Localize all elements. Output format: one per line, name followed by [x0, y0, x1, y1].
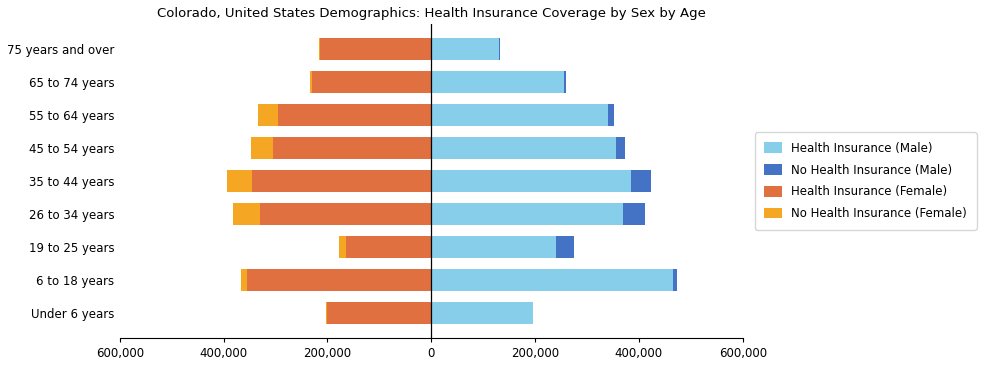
Bar	[260, 203, 431, 225]
Bar	[563, 71, 565, 92]
Bar	[252, 170, 431, 192]
Bar	[631, 170, 651, 192]
Bar	[233, 203, 260, 225]
Bar	[431, 71, 563, 92]
Bar	[346, 236, 431, 258]
Bar	[431, 236, 556, 258]
Bar	[673, 269, 677, 291]
Bar	[319, 38, 320, 59]
Bar	[624, 203, 645, 225]
Bar	[258, 104, 278, 126]
Bar	[431, 203, 624, 225]
Bar	[310, 71, 312, 92]
Bar	[431, 170, 631, 192]
Legend: Health Insurance (Male), No Health Insurance (Male), Health Insurance (Female), : Health Insurance (Male), No Health Insur…	[755, 132, 977, 230]
Bar	[608, 104, 614, 126]
Bar	[247, 269, 431, 291]
Bar	[616, 137, 624, 159]
Bar	[278, 104, 431, 126]
Bar	[498, 38, 499, 59]
Bar	[326, 302, 327, 324]
Bar	[273, 137, 431, 159]
Bar	[431, 302, 533, 324]
Bar	[431, 269, 673, 291]
Bar	[431, 104, 608, 126]
Bar	[312, 71, 431, 92]
Title: Colorado, United States Demographics: Health Insurance Coverage by Sex by Age: Colorado, United States Demographics: He…	[157, 7, 705, 20]
Bar	[327, 302, 431, 324]
Bar	[240, 269, 247, 291]
Bar	[228, 170, 252, 192]
Bar	[556, 236, 574, 258]
Bar	[431, 137, 616, 159]
Bar	[431, 38, 498, 59]
Bar	[340, 236, 346, 258]
Bar	[250, 137, 273, 159]
Bar	[320, 38, 431, 59]
